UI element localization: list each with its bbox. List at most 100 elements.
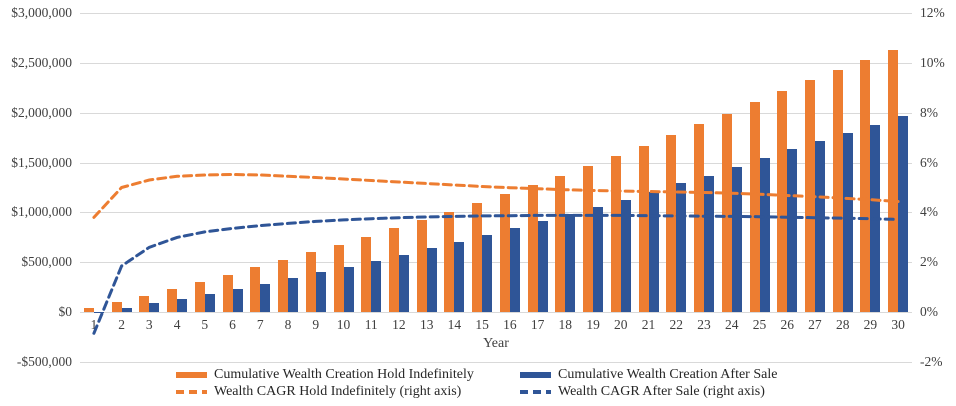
bar-hold-indefinitely-year-4 [167, 289, 178, 313]
legend-item-cagr-sale: Wealth CAGR After Sale (right axis) [520, 384, 765, 400]
gridline--$500,000 [80, 362, 912, 363]
legend-swatch-dash-orange [176, 389, 207, 394]
bar-after-sale-year-7 [260, 284, 271, 313]
bar-after-sale-year-11 [371, 261, 382, 313]
bar-hold-indefinitely-year-22 [666, 134, 677, 313]
right-axis-tick: 12% [920, 5, 945, 20]
gridline-$2,000,000 [80, 112, 912, 114]
legend-swatch-bar-orange [176, 371, 207, 378]
x-axis-tick-year-7: 7 [256, 317, 264, 332]
legend-label-cumulative-hold: Cumulative Wealth Creation Hold Indefini… [214, 366, 474, 382]
bar-hold-indefinitely-year-10 [333, 245, 344, 313]
gridline-$2,500,000 [80, 62, 912, 64]
x-axis-tick-year-30: 30 [891, 317, 905, 332]
x-axis-tick-year-24: 24 [724, 317, 739, 332]
legend-row-lines: Wealth CAGR Hold Indefinitely (right axi… [176, 383, 777, 400]
right-axis-tick: 0% [920, 304, 938, 320]
bar-after-sale-year-10 [343, 267, 354, 313]
bar-after-sale-year-17 [537, 221, 548, 313]
bar-hold-indefinitely-year-3 [139, 295, 150, 313]
bar-after-sale-year-23 [704, 175, 714, 313]
x-axis-tick-year-28: 28 [835, 317, 850, 332]
right-axis-tick: 2% [920, 254, 938, 270]
bar-after-sale-year-3 [149, 303, 160, 313]
bar-after-sale-year-2 [121, 308, 132, 313]
left-axis-tick: -$500,000 [16, 354, 72, 369]
left-axis-tick: $0 [58, 304, 73, 320]
x-axis-tick-year-22: 22 [669, 317, 684, 332]
x-axis-tick-year-2: 2 [118, 317, 125, 332]
x-axis-tick-year-26: 26 [780, 317, 794, 332]
bar-after-sale-year-1 [93, 311, 104, 313]
bar-after-sale-year-18 [565, 214, 576, 313]
bar-hold-indefinitely-year-16 [499, 193, 510, 313]
x-axis-tick-year-5: 5 [201, 317, 209, 332]
bar-after-sale-year-28 [842, 132, 853, 313]
x-axis-tick-year-11: 11 [364, 317, 378, 332]
x-axis-title: Year [483, 336, 509, 351]
bar-hold-indefinitely-year-13 [416, 220, 427, 313]
gridline-$1,500,000 [80, 162, 912, 164]
bar-hold-indefinitely-year-14 [444, 212, 455, 313]
bar-hold-indefinitely-year-29 [860, 59, 871, 313]
bar-after-sale-year-6 [232, 289, 243, 313]
x-axis-tick-year-20: 20 [614, 317, 628, 332]
bar-after-sale-year-14 [454, 242, 465, 313]
bar-after-sale-year-8 [288, 278, 298, 313]
x-axis-tick-year-4: 4 [173, 317, 181, 332]
bar-after-sale-year-22 [676, 182, 687, 313]
legend-swatch-bar-blue [520, 371, 551, 378]
x-axis-tick-year-14: 14 [447, 317, 462, 332]
x-axis-tick-year-27: 27 [808, 317, 822, 332]
bar-hold-indefinitely-year-11 [361, 237, 372, 313]
bar-hold-indefinitely-year-8 [278, 260, 288, 313]
gridline-$0 [80, 312, 912, 314]
bar-after-sale-year-30 [898, 115, 909, 313]
bar-after-sale-year-9 [315, 272, 326, 313]
x-axis-tick-year-29: 29 [863, 317, 878, 332]
legend: Cumulative Wealth Creation Hold Indefini… [176, 366, 777, 400]
bar-hold-indefinitely-year-23 [694, 123, 704, 313]
bar-hold-indefinitely-year-15 [472, 202, 483, 313]
bar-hold-indefinitely-year-18 [555, 175, 566, 313]
right-axis-tick: 4% [920, 204, 938, 220]
legend-item-cumulative-sale: Cumulative Wealth Creation After Sale [520, 367, 777, 383]
x-axis-tick-year-8: 8 [284, 317, 292, 332]
x-axis-tick-year-17: 17 [530, 317, 545, 332]
bar-after-sale-year-12 [398, 255, 409, 313]
x-axis-tick-year-10: 10 [336, 317, 351, 332]
left-axis-tick: $2,000,000 [11, 104, 72, 120]
x-axis-tick-year-6: 6 [229, 317, 236, 332]
bar-hold-indefinitely-year-6 [222, 275, 233, 313]
left-axis-tick: $500,000 [21, 254, 72, 270]
bar-hold-indefinitely-year-20 [610, 155, 621, 313]
legend-item-cagr-hold: Wealth CAGR Hold Indefinitely (right axi… [176, 384, 520, 400]
left-axis-tick: $1,000,000 [11, 204, 72, 220]
bar-hold-indefinitely-year-17 [527, 184, 538, 313]
gridline-$1,000,000 [80, 212, 912, 214]
left-axis-tick: $2,500,000 [11, 54, 72, 70]
x-axis-tick-year-1: 1 [90, 317, 98, 332]
gridline-$3,000,000 [80, 13, 912, 14]
x-axis-tick-year-13: 13 [419, 317, 434, 332]
bar-after-sale-year-24 [731, 166, 742, 313]
left-axis-tick: $1,500,000 [11, 154, 72, 170]
bar-hold-indefinitely-year-28 [832, 69, 843, 313]
bar-after-sale-year-20 [620, 199, 631, 313]
right-axis-tick: 8% [920, 104, 938, 120]
bar-after-sale-year-4 [177, 298, 188, 313]
bar-after-sale-year-16 [509, 228, 520, 313]
right-axis-tick: -2% [920, 354, 943, 369]
x-axis-tick-year-23: 23 [697, 317, 711, 332]
legend-label-cumulative-sale: Cumulative Wealth Creation After Sale [558, 366, 778, 382]
gridline-$500,000 [80, 262, 912, 264]
right-axis-tick: 6% [920, 154, 938, 170]
x-axis-tick-year-3: 3 [145, 317, 153, 332]
bar-after-sale-year-15 [482, 235, 493, 313]
cagr-line-hold-indefinitely [92, 172, 900, 219]
bar-hold-indefinitely-year-30 [888, 49, 899, 313]
bar-after-sale-year-21 [648, 191, 659, 313]
legend-swatch-dash-blue [520, 389, 551, 394]
